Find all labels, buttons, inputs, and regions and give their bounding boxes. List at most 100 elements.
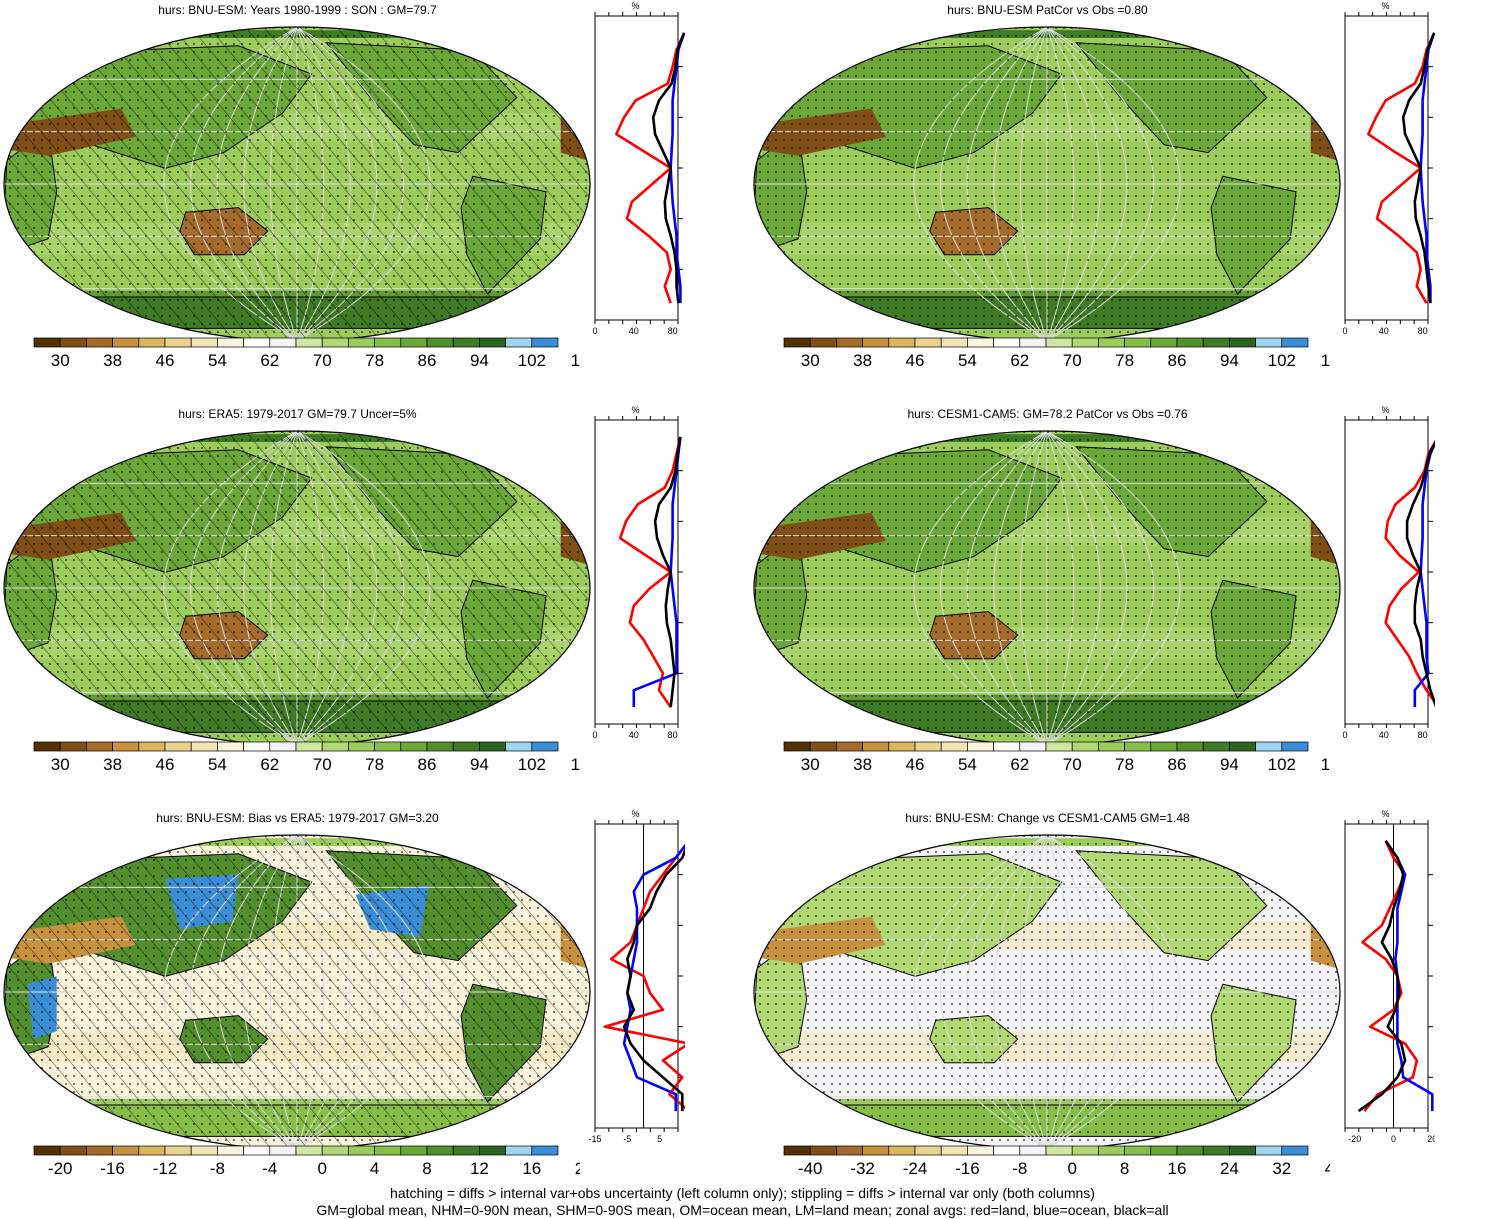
- colorbar-label: 78: [365, 755, 384, 774]
- colorbar-swatch: [914, 741, 942, 752]
- profile-x-tick-label: 80: [668, 730, 678, 740]
- colorbar-swatch: [190, 741, 218, 752]
- colorbar-swatch: [86, 337, 113, 348]
- colorbar-swatch: [1098, 337, 1125, 348]
- zonal-series-black: [651, 32, 685, 304]
- colorbar-swatch: [783, 741, 811, 752]
- colorbar: -20 -16 -12 -8 -4 0 4 8 12 16 20: [33, 1145, 580, 1178]
- colorbar-swatch: [217, 337, 244, 348]
- colorbar: 30 38 46 54 62 70 78 86 94 102 110: [783, 741, 1330, 774]
- colorbar-swatch: [1281, 337, 1309, 348]
- colorbar: -40 -32 -24 -16 -8 0 8 16 24 32 40: [783, 1145, 1330, 1178]
- colorbar: 30 38 46 54 62 70 78 86 94 102 110: [783, 337, 1330, 370]
- colorbar-swatch: [1255, 337, 1283, 348]
- colorbar-swatch: [348, 741, 375, 752]
- colorbar-label: 86: [1168, 351, 1187, 370]
- colorbar-swatch: [1071, 1145, 1099, 1156]
- profile-x-tick-label: 5: [657, 1134, 662, 1144]
- colorbar-swatch: [295, 1145, 323, 1156]
- colorbar-swatch: [217, 741, 244, 752]
- zonal-average-plot: %0408060N30N030S60S: [1342, 1, 1435, 336]
- colorbar-swatch: [1176, 1145, 1204, 1156]
- colorbar-label: 8: [422, 1159, 431, 1178]
- colorbar-swatch: [1150, 1145, 1178, 1156]
- colorbar-swatch: [505, 741, 533, 752]
- profile-x-tick-label: 40: [629, 730, 639, 740]
- colorbar-label: 70: [313, 755, 332, 774]
- colorbar-swatch: [295, 337, 323, 348]
- world-map: [3, 430, 591, 746]
- colorbar-label: 62: [260, 351, 279, 370]
- colorbar-swatch: [1124, 1145, 1152, 1156]
- colorbar-label: 46: [906, 755, 925, 774]
- colorbar-label: 70: [313, 351, 332, 370]
- world-map: [753, 834, 1341, 1150]
- colorbar-swatch: [112, 741, 140, 752]
- colorbar-swatch: [888, 1145, 916, 1156]
- colorbar-swatch: [400, 1145, 428, 1156]
- colorbar-label: 54: [958, 755, 977, 774]
- colorbar-label: 38: [103, 351, 122, 370]
- colorbar-label: 94: [1220, 351, 1239, 370]
- profile-x-tick-label: 0: [592, 326, 597, 336]
- colorbar-label: 62: [1010, 755, 1029, 774]
- colorbar-swatch: [426, 337, 454, 348]
- colorbar-label: 54: [208, 351, 227, 370]
- colorbar-label: 54: [958, 351, 977, 370]
- colorbar-swatch: [914, 1145, 942, 1156]
- colorbar-swatch: [1281, 1145, 1309, 1156]
- stippling: [754, 27, 1340, 341]
- colorbar-label: 102: [1268, 755, 1296, 774]
- zonal-series-red: [1384, 439, 1435, 705]
- colorbar-swatch: [86, 1145, 113, 1156]
- colorbar-swatch: [914, 337, 942, 348]
- colorbar-label: 86: [418, 755, 437, 774]
- colorbar-swatch: [59, 741, 87, 752]
- colorbar-label: 102: [1268, 351, 1296, 370]
- map-field: [4, 835, 590, 1149]
- colorbar-label: 16: [522, 1159, 541, 1178]
- colorbar-label: -24: [903, 1159, 928, 1178]
- colorbar-swatch: [1124, 741, 1152, 752]
- profile-x-tick-label: 80: [1418, 730, 1428, 740]
- map-field: [4, 431, 590, 745]
- colorbar-swatch: [1098, 741, 1125, 752]
- colorbar-swatch: [190, 1145, 218, 1156]
- world-map: [3, 834, 591, 1150]
- colorbar-swatch: [269, 741, 297, 752]
- colorbar-swatch: [479, 337, 506, 348]
- profile-x-tick-label: 80: [1418, 326, 1428, 336]
- colorbar-swatch: [888, 337, 916, 348]
- colorbar-swatch: [138, 337, 166, 348]
- colorbar-label: 32: [1272, 1159, 1291, 1178]
- colorbar-swatch: [1045, 1145, 1073, 1156]
- colorbar-label: 40: [1325, 1159, 1330, 1178]
- profile-x-tick-label: 40: [629, 326, 639, 336]
- colorbar-label: 30: [51, 351, 70, 370]
- colorbar-label: 30: [51, 755, 70, 774]
- colorbar-label: -8: [210, 1159, 225, 1178]
- colorbar-swatch: [531, 741, 559, 752]
- colorbar-swatch: [112, 1145, 140, 1156]
- profile-unit-label: %: [1381, 405, 1389, 415]
- colorbar-swatch: [400, 337, 428, 348]
- colorbar-label: 12: [470, 1159, 489, 1178]
- colorbar-label: -20: [48, 1159, 73, 1178]
- profile-frame: [1344, 419, 1429, 725]
- colorbar-swatch: [112, 337, 140, 348]
- colorbar-label: 102: [518, 351, 546, 370]
- colorbar-swatch: [783, 1145, 811, 1156]
- colorbar-swatch: [940, 337, 968, 348]
- map-title: hurs: BNU-ESM: Years 1980-1999 : SON : G…: [158, 3, 437, 17]
- colorbar-swatch: [836, 741, 863, 752]
- zonal-series-red: [603, 843, 685, 1110]
- colorbar-swatch: [1202, 741, 1230, 752]
- colorbar-label: 46: [156, 351, 175, 370]
- colorbar-swatch: [940, 741, 968, 752]
- colorbar-label: 20: [575, 1159, 580, 1178]
- map-title: hurs: BNU-ESM: Bias vs ERA5: 1979-2017 G…: [156, 811, 439, 825]
- colorbar-swatch: [321, 337, 349, 348]
- profile-unit-label: %: [1381, 809, 1389, 819]
- map-title: hurs: CESM1-CAM5: GM=78.2 PatCor vs Obs …: [907, 407, 1188, 421]
- colorbar-label: 94: [470, 755, 489, 774]
